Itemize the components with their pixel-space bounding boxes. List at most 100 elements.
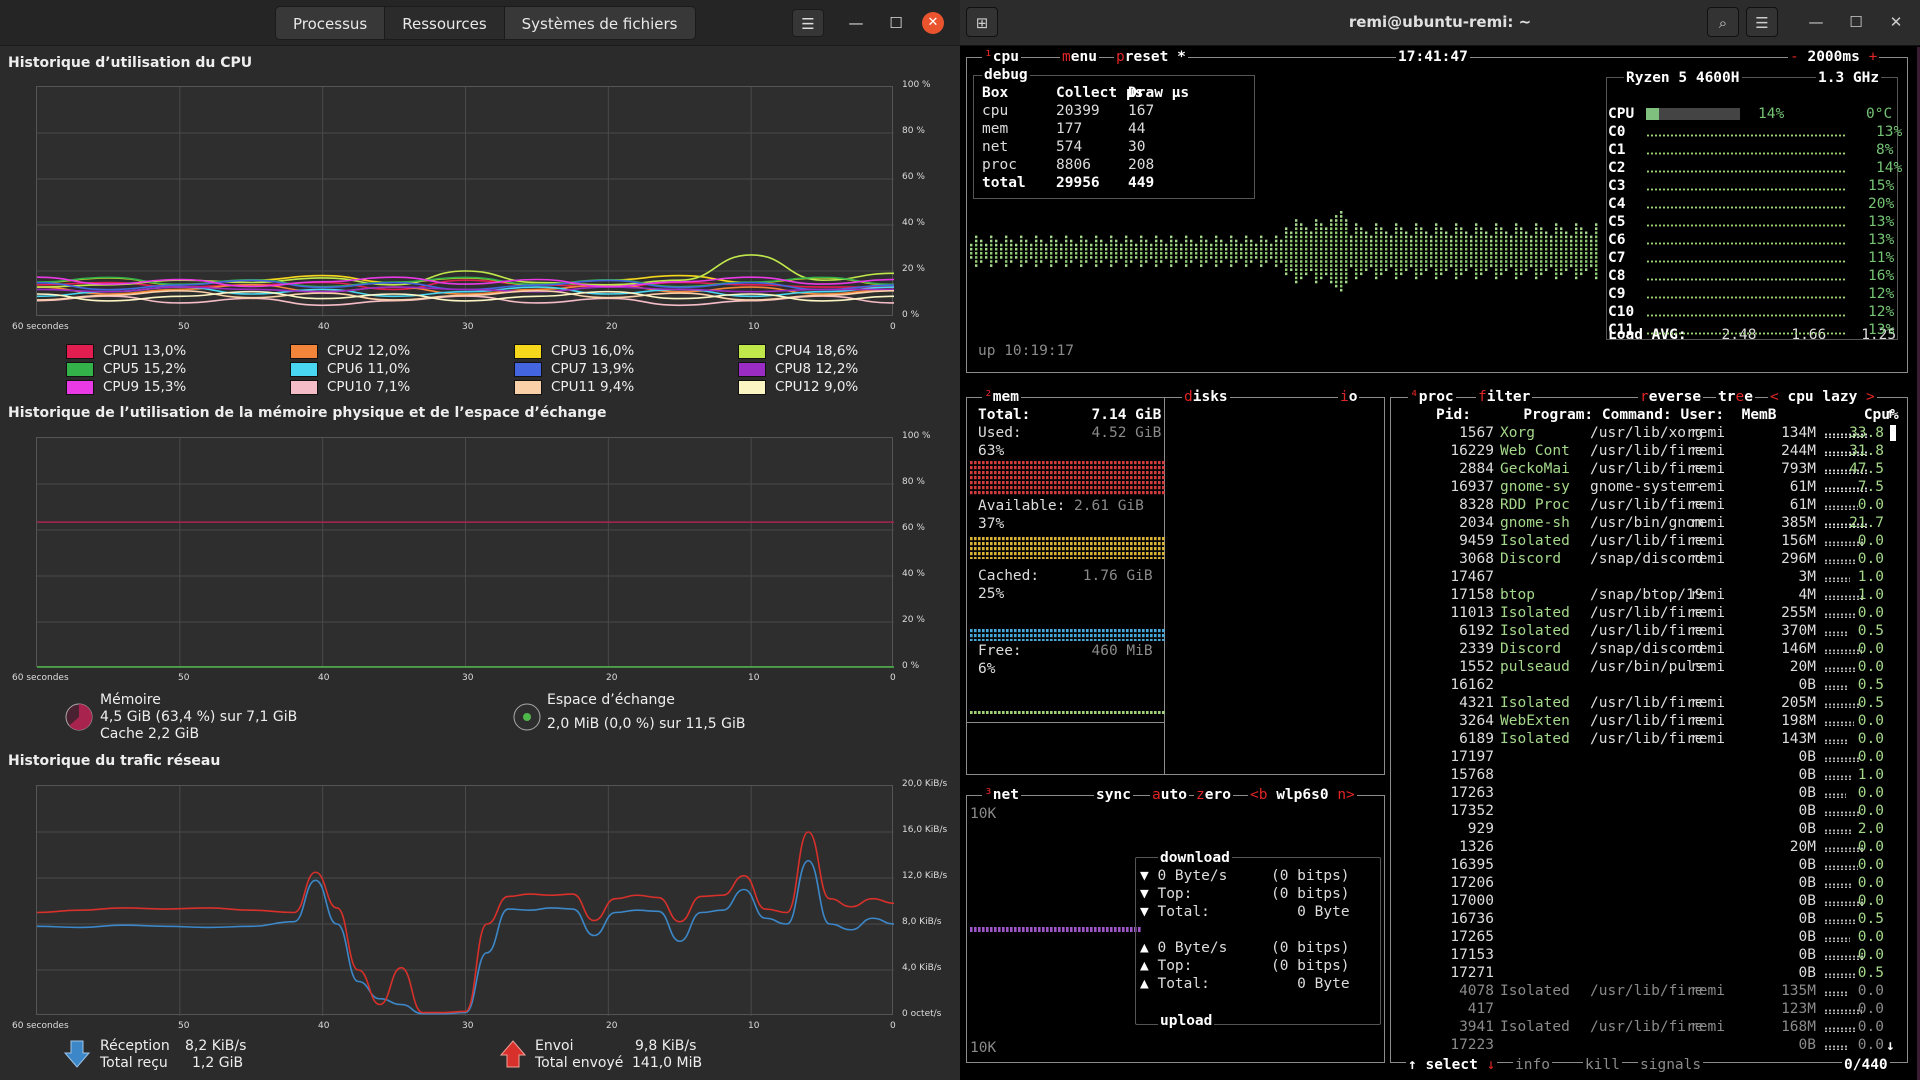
close-icon[interactable]: ✕ <box>922 12 944 34</box>
hamburger-menu-icon[interactable]: ☰ <box>792 9 824 37</box>
menu-icon[interactable]: ☰ <box>1746 7 1778 37</box>
legend-swatch-cpu12[interactable] <box>738 380 766 395</box>
proc-tree[interactable]: tree <box>1716 388 1755 406</box>
cpu-graph-dot <box>1575 231 1578 235</box>
proc-row[interactable]: 3941 Isolated/usr/lib/fire remi 168M 0.0 <box>1396 1018 1886 1036</box>
proc-row[interactable]: 17000 0B 0.0 <box>1396 892 1886 910</box>
proc-scroll-down-icon[interactable]: ↓ <box>1886 1038 1895 1054</box>
proc-reverse[interactable]: reverse <box>1638 388 1704 406</box>
new-tab-icon[interactable]: ⊞ <box>966 7 998 37</box>
net-box-title[interactable]: ³net <box>982 786 1021 804</box>
proc-row[interactable]: 1326 20M 0.0 <box>1396 838 1886 856</box>
legend-swatch-cpu5[interactable] <box>66 362 94 377</box>
proc-row[interactable]: 417 123M 0.0 <box>1396 1000 1886 1018</box>
proc-row[interactable]: 17206 0B 0.0 <box>1396 874 1886 892</box>
mem-box-title[interactable]: ²mem <box>982 388 1021 406</box>
legend-swatch-cpu7[interactable] <box>514 362 542 377</box>
proc-row[interactable]: 16229 Web Cont/usr/lib/fire remi 244M 31.8 <box>1396 442 1886 460</box>
cpu-graph-dot <box>1495 256 1498 259</box>
cpu-menu-button[interactable]: menu <box>1060 48 1099 66</box>
proc-row[interactable]: 16395 0B 0.0 <box>1396 856 1886 874</box>
cpu-graph-dot <box>1370 260 1373 263</box>
legend-swatch-cpu10[interactable] <box>290 380 318 395</box>
search-icon[interactable]: ⌕ <box>1707 7 1739 37</box>
legend-swatch-cpu3[interactable] <box>514 344 542 359</box>
update-interval[interactable]: - 2000ms + <box>1788 48 1880 66</box>
proc-filter[interactable]: filter <box>1476 388 1533 406</box>
cpu-graph-dot <box>1235 243 1238 247</box>
proc-box-title[interactable]: ⁴proc <box>1408 388 1456 406</box>
cpu-preset-button[interactable]: preset * <box>1114 48 1188 66</box>
proc-row[interactable]: 17265 0B 0.0 <box>1396 928 1886 946</box>
proc-row[interactable]: 2884 GeckoMai/usr/lib/fire remi 793M 47.5 <box>1396 460 1886 478</box>
net-sync-toggle[interactable]: sync <box>1094 786 1133 804</box>
proc-row[interactable]: 15768 0B 1.0 <box>1396 766 1886 784</box>
proc-signals[interactable]: signals <box>1638 1056 1704 1074</box>
proc-row[interactable]: 8328 RDD Proc/usr/lib/fire remi 61M 0.0 <box>1396 496 1886 514</box>
proc-row[interactable]: 6189 Isolated/usr/lib/fire remi 143M 0.0 <box>1396 730 1886 748</box>
close-icon[interactable]: ✕ <box>1889 13 1903 31</box>
proc-row[interactable]: 3068 Discord/snap/discord remi 296M 0.0 <box>1396 550 1886 568</box>
proc-row[interactable]: 16937 gnome-sy gnome-system-remi 61M 7.5 <box>1396 478 1886 496</box>
legend-swatch-cpu9[interactable] <box>66 380 94 395</box>
proc-scroll-up-icon[interactable]: ↑ <box>1886 406 1895 422</box>
net-zero-toggle[interactable]: zero <box>1194 786 1233 804</box>
proc-header-4[interactable]: MemB <box>1741 407 1777 423</box>
cpu-graph-dot <box>1485 264 1488 267</box>
legend-swatch-cpu11[interactable] <box>514 380 542 395</box>
proc-row[interactable]: 2339 Discord/snap/discord remi 146M 0.0 <box>1396 640 1886 658</box>
proc-row[interactable]: 16162 0B 0.5 <box>1396 676 1886 694</box>
proc-row[interactable]: 17153 0B 0.0 <box>1396 946 1886 964</box>
proc-row[interactable]: 11013 Isolated/usr/lib/fire remi 255M 0.0 <box>1396 604 1886 622</box>
minimize-icon[interactable]: — <box>1808 13 1824 31</box>
proc-row[interactable]: 17223 0B 0.0 <box>1396 1036 1886 1054</box>
cpu-graph-dot <box>1400 247 1403 251</box>
proc-row[interactable]: 9459 Isolated/usr/lib/fire remi 156M 0.0 <box>1396 532 1886 550</box>
cpu-graph-dot <box>1595 256 1598 259</box>
proc-info[interactable]: info <box>1513 1056 1552 1074</box>
proc-row[interactable]: 17352 0B 0.0 <box>1396 802 1886 820</box>
proc-row[interactable]: 17197 0B 0.0 <box>1396 748 1886 766</box>
proc-row[interactable]: 929 0B 2.0 <box>1396 820 1886 838</box>
legend-swatch-cpu6[interactable] <box>290 362 318 377</box>
proc-row[interactable]: 17263 0B 0.0 <box>1396 784 1886 802</box>
tab-filesystems[interactable]: Systèmes de fichiers <box>504 7 695 39</box>
proc-header-2[interactable]: Command: <box>1601 407 1672 423</box>
proc-kill[interactable]: kill <box>1583 1056 1622 1074</box>
proc-scrollbar[interactable] <box>1890 425 1896 441</box>
tab-resources[interactable]: Ressources <box>385 7 505 39</box>
legend-swatch-cpu2[interactable] <box>290 344 318 359</box>
proc-row[interactable]: 1567 Xorg/usr/lib/xorg remi 134M 33.8 <box>1396 424 1886 442</box>
proc-row[interactable]: 1552 pulseaud/usr/bin/puls remi 20M 0.0 <box>1396 658 1886 676</box>
proc-row[interactable]: 16736 0B 0.5 <box>1396 910 1886 928</box>
net-auto-toggle[interactable]: auto <box>1150 786 1189 804</box>
minimize-icon[interactable]: — <box>848 14 864 32</box>
cpu-graph-dot <box>1595 276 1598 280</box>
proc-row[interactable]: 2034 gnome-sh/usr/bin/gnom remi 385M 21.7 <box>1396 514 1886 532</box>
proc-row[interactable]: 6192 Isolated/usr/lib/fire remi 370M 0.5 <box>1396 622 1886 640</box>
tab-processes[interactable]: Processus <box>276 7 386 39</box>
proc-header-1[interactable]: Program: <box>1523 407 1594 423</box>
proc-sort[interactable]: < cpu lazy > <box>1768 388 1877 406</box>
proc-row[interactable]: 17158 btop/snap/btop/19 remi 4M 1.0 <box>1396 586 1886 604</box>
maximize-icon[interactable]: ☐ <box>1849 13 1863 31</box>
proc-row[interactable]: 4321 Isolated/usr/lib/fire remi 205M 0.5 <box>1396 694 1886 712</box>
cpu-box-title[interactable]: ¹cpu <box>982 48 1021 66</box>
legend-swatch-cpu1[interactable] <box>66 344 94 359</box>
maximize-icon[interactable]: ☐ <box>889 14 903 32</box>
cpu-graph-dot <box>1540 264 1543 267</box>
proc-header-0[interactable]: Pid: <box>1436 407 1471 423</box>
disks-title[interactable]: disks <box>1182 388 1230 406</box>
proc-row[interactable]: 17467 3M 1.0 <box>1396 568 1886 586</box>
proc-row[interactable]: 17271 0B 0.5 <box>1396 964 1886 982</box>
proc-row[interactable]: 3264 WebExten/usr/lib/fire remi 198M 0.0 <box>1396 712 1886 730</box>
legend-swatch-cpu4[interactable] <box>738 344 766 359</box>
net-interface[interactable]: <b wlp6s0 n> <box>1248 786 1357 804</box>
proc-select[interactable]: ↑ select ↓ <box>1406 1056 1498 1074</box>
btop-screen[interactable]: ¹cpu menu preset * 17:41:47 - 2000ms + d… <box>960 47 1920 1080</box>
proc-row[interactable]: 4078 Isolated/usr/lib/fire remi 135M 0.0 <box>1396 982 1886 1000</box>
proc-header-3[interactable]: User: <box>1680 407 1725 423</box>
proc-header-5[interactable]: Cpu% <box>1863 407 1899 423</box>
io-toggle[interactable]: io <box>1338 388 1360 406</box>
legend-swatch-cpu8[interactable] <box>738 362 766 377</box>
